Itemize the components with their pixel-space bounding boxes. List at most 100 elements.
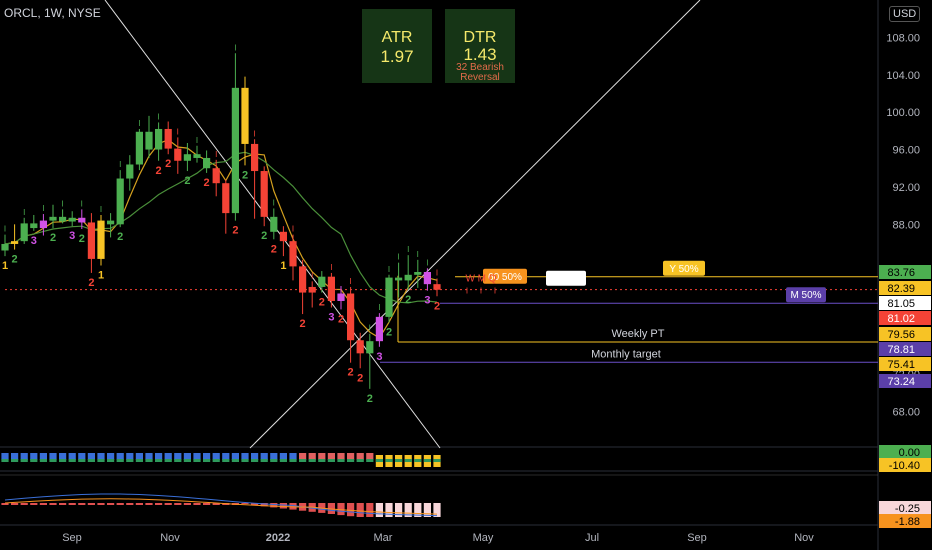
osc2-label: -0.25 <box>895 503 920 515</box>
candle <box>308 286 316 293</box>
osc1-dot <box>203 459 211 462</box>
osc2-bar <box>68 503 76 505</box>
candle <box>356 340 364 354</box>
osc2-label-tag <box>879 501 931 515</box>
osc2-bar <box>385 503 393 517</box>
osc1-dot <box>366 459 374 462</box>
price-label: 81.02 <box>887 313 915 325</box>
osc1-bar <box>1 453 9 460</box>
y-tick-label: 108.00 <box>886 32 920 44</box>
osc2-bar <box>395 503 403 517</box>
osc2-bar <box>39 503 47 505</box>
candle <box>164 128 172 149</box>
osc1-bar <box>155 453 163 460</box>
price-label: 81.05 <box>887 298 915 310</box>
dtr-note-2: Reversal <box>460 72 500 83</box>
osc1-bar <box>318 453 326 460</box>
candle-marker: I <box>215 150 217 159</box>
candle-marker: I <box>407 245 409 254</box>
count-label: 3 <box>31 235 37 247</box>
osc2-bar <box>145 503 153 505</box>
ma-slow-line <box>4 151 438 304</box>
count-label: 2 <box>271 243 277 255</box>
osc2-bar <box>126 503 134 505</box>
osc2-bar <box>404 503 412 517</box>
candle <box>289 241 297 267</box>
candle-marker: I <box>100 205 102 214</box>
candle <box>327 276 335 301</box>
candle <box>231 87 239 214</box>
osc2-label-tag <box>879 514 931 528</box>
candle <box>20 223 28 242</box>
osc1-label: 0.00 <box>899 447 920 459</box>
x-tick-label: Mar <box>374 532 393 544</box>
price-label-tag <box>879 342 931 356</box>
candle <box>270 216 278 232</box>
osc1-dot <box>183 459 191 462</box>
osc2-bar <box>183 503 191 505</box>
candle-marker: I <box>81 199 83 208</box>
candle <box>59 216 67 222</box>
osc1-dot <box>308 459 316 462</box>
candle <box>155 128 163 150</box>
candle <box>318 276 326 287</box>
candle <box>423 272 431 285</box>
osc1-bar <box>39 453 47 460</box>
osc2-bar <box>203 503 211 505</box>
osc1-bar <box>327 453 335 460</box>
candle-marker: I <box>397 253 399 262</box>
osc1-bar <box>11 453 19 460</box>
osc1-label: -10.40 <box>889 460 920 472</box>
candle-marker: I <box>177 127 179 136</box>
price-label-tag <box>879 357 931 371</box>
price-label: 82.39 <box>887 283 915 295</box>
x-tick-label: 2022 <box>266 532 290 544</box>
count-label: 2 <box>357 372 363 384</box>
osc1-dot <box>337 459 345 462</box>
count-label: 2 <box>367 393 373 405</box>
candle-marker: I <box>157 112 159 121</box>
candle-marker: I <box>330 263 332 272</box>
count-label: 3 <box>69 230 75 242</box>
osc2-bar <box>260 503 268 507</box>
osc2-bar <box>174 503 182 505</box>
currency-button[interactable]: USD <box>889 6 921 22</box>
osc1-label-tag <box>879 445 931 459</box>
osc1-dot <box>97 459 105 462</box>
osc2-bar <box>97 503 105 505</box>
count-label: 2 <box>79 233 85 245</box>
count-label: 2 <box>405 294 411 306</box>
count-label: 2 <box>12 254 18 266</box>
x-tick-label: Sep <box>687 532 707 544</box>
osc2-bar <box>241 503 249 505</box>
candle <box>97 220 105 259</box>
count-label: 2 <box>434 300 440 312</box>
osc1-bar <box>59 453 67 460</box>
osc1-dot <box>212 459 220 462</box>
count-label: 2 <box>88 277 94 289</box>
osc2-bar <box>1 503 9 505</box>
wmq-label: W M Q <box>465 274 496 285</box>
candle <box>30 223 38 229</box>
osc2-bar <box>414 503 422 517</box>
trendline <box>249 0 701 449</box>
osc2-bar <box>78 503 86 505</box>
osc1-bar <box>20 453 28 460</box>
candle-marker: I <box>378 303 380 312</box>
candle <box>212 168 220 184</box>
candle <box>1 243 9 251</box>
price-label-tag <box>879 374 931 388</box>
osc1-bar <box>164 453 172 460</box>
candle <box>260 171 268 217</box>
osc1-bar <box>222 453 230 460</box>
x-tick-label: Nov <box>160 532 180 544</box>
candle <box>347 293 355 341</box>
price-label: 78.81 <box>887 344 915 356</box>
candle <box>135 131 143 165</box>
osc1-dot <box>222 459 230 462</box>
count-label: 2 <box>300 318 306 330</box>
osc1-dot <box>385 459 393 462</box>
osc2-bar <box>49 503 57 505</box>
osc2-bar <box>337 503 345 516</box>
